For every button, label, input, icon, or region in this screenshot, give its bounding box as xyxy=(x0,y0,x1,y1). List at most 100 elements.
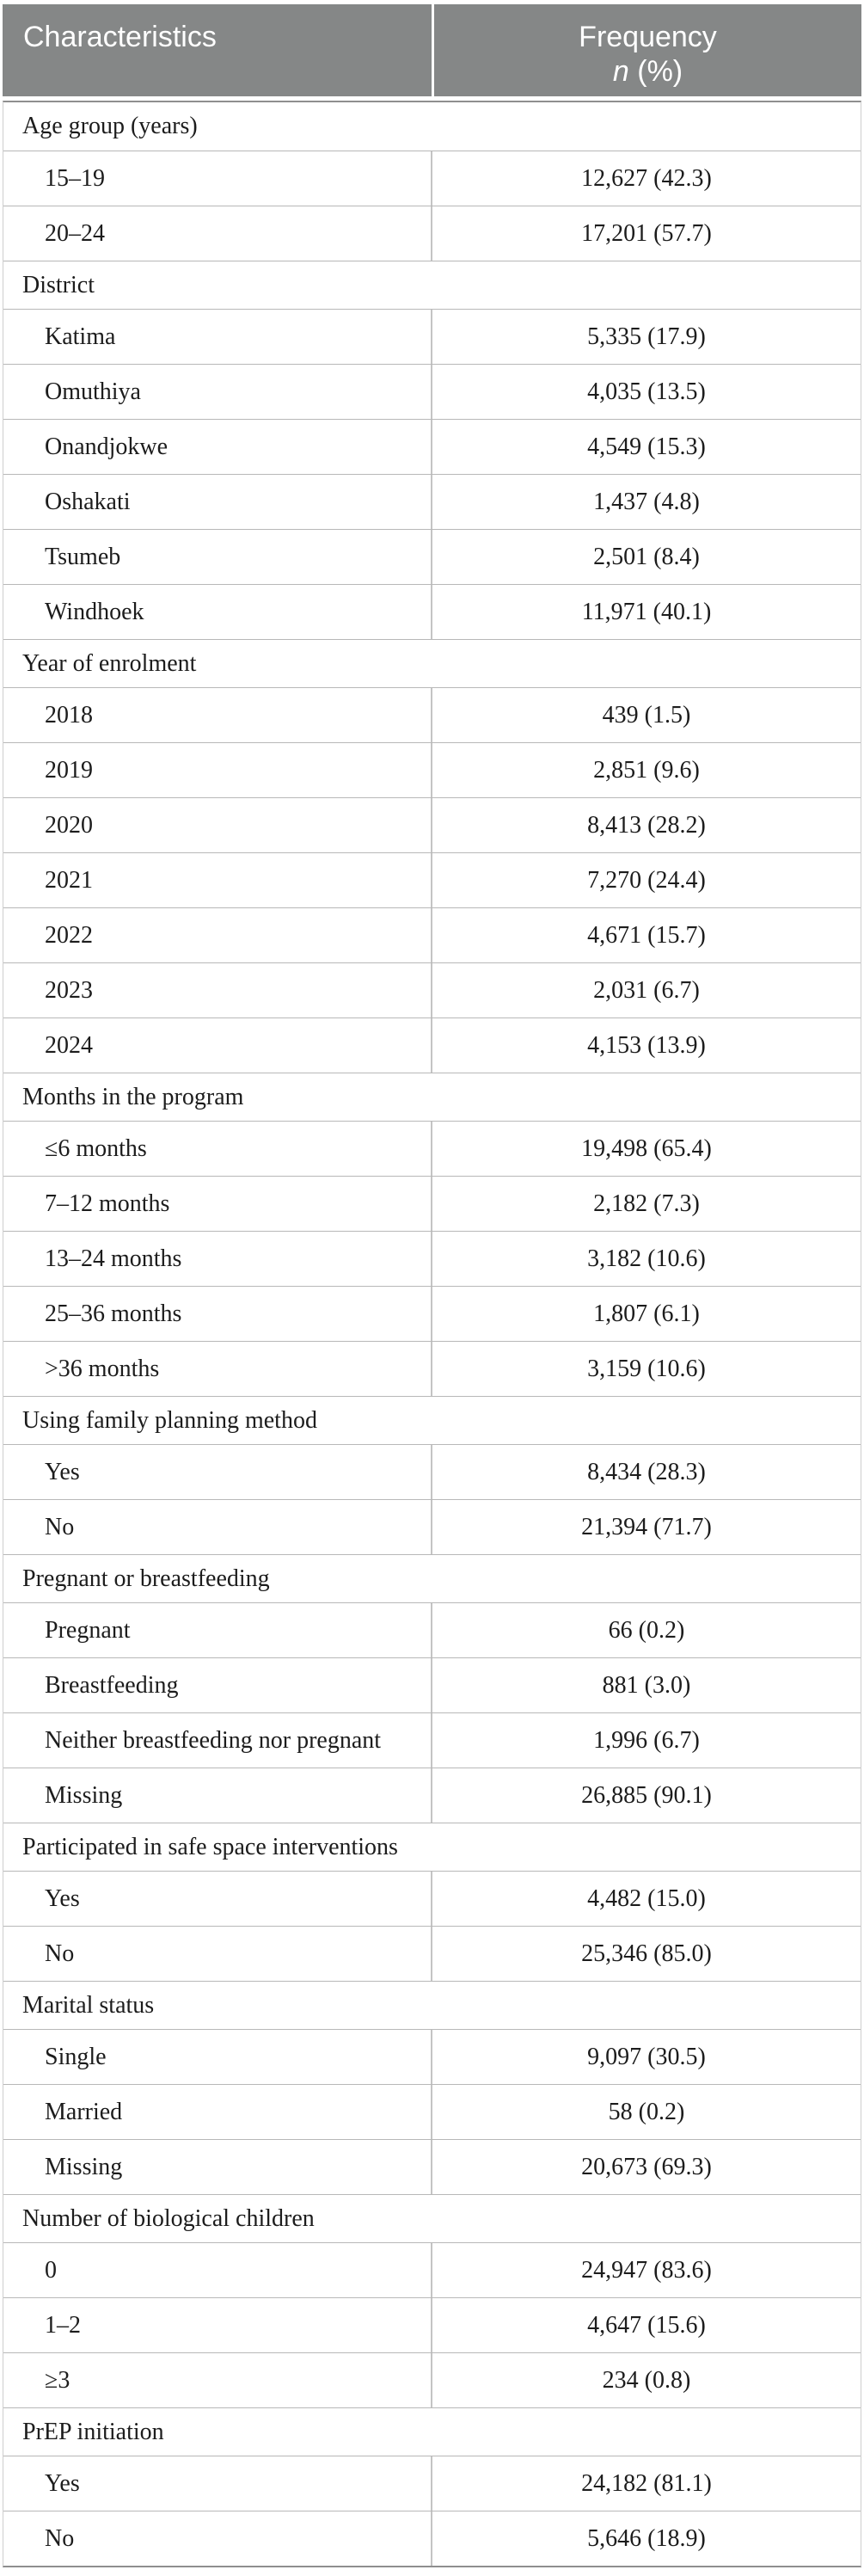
section-row: Months in the program xyxy=(3,1073,861,1121)
row-label: 2019 xyxy=(45,756,93,784)
table-row: Neither breastfeeding nor pregnant 1,996 … xyxy=(3,1712,861,1768)
row-value: 58 (0.2) xyxy=(431,2085,861,2139)
row-label: 15–19 xyxy=(45,164,105,192)
row-label: 2023 xyxy=(45,976,93,1004)
section-label: District xyxy=(22,271,95,298)
row-label: No xyxy=(45,2524,75,2552)
table-row: 25–36 months 1,807 (6.1) xyxy=(3,1286,861,1341)
row-label: 2018 xyxy=(45,701,93,729)
section-row: Marital status xyxy=(3,1981,861,2029)
table-row: Tsumeb 2,501 (8.4) xyxy=(3,529,861,584)
table-row: 7–12 months 2,182 (7.3) xyxy=(3,1176,861,1231)
row-value: 3,159 (10.6) xyxy=(431,1342,861,1396)
row-value: 12,627 (42.3) xyxy=(431,151,861,206)
section-label: Pregnant or breastfeeding xyxy=(22,1565,270,1592)
table-row: 15–19 12,627 (42.3) xyxy=(3,151,861,206)
row-value: 439 (1.5) xyxy=(431,688,861,742)
table-row: 2021 7,270 (24.4) xyxy=(3,852,861,907)
row-value: 24,947 (83.6) xyxy=(431,2243,861,2297)
table-row: Yes 8,434 (28.3) xyxy=(3,1444,861,1499)
row-value: 4,035 (13.5) xyxy=(431,365,861,419)
row-value: 1,437 (4.8) xyxy=(431,475,861,529)
row-value: 8,413 (28.2) xyxy=(431,798,861,852)
table-row: ≤6 months 19,498 (65.4) xyxy=(3,1121,861,1176)
table-header-row: Characteristics Frequency n (%) xyxy=(3,4,861,96)
section-row: PrEP initiation xyxy=(3,2407,861,2456)
table-row: Breastfeeding 881 (3.0) xyxy=(3,1657,861,1712)
header-characteristics-cell: Characteristics xyxy=(3,4,432,96)
table-row: 2018 439 (1.5) xyxy=(3,687,861,742)
table-row: 2022 4,671 (15.7) xyxy=(3,907,861,962)
row-value: 24,182 (81.1) xyxy=(431,2456,861,2511)
row-value: 11,971 (40.1) xyxy=(431,585,861,639)
header-n-percent-label: n (%) xyxy=(434,54,861,89)
row-value: 881 (3.0) xyxy=(431,1658,861,1712)
table-row: Single 9,097 (30.5) xyxy=(3,2029,861,2084)
row-label: Tsumeb xyxy=(45,543,121,570)
table-row: >36 months 3,159 (10.6) xyxy=(3,1341,861,1396)
table-row: 2024 4,153 (13.9) xyxy=(3,1017,861,1073)
row-label: Breastfeeding xyxy=(45,1671,179,1699)
section-row: Number of biological children xyxy=(3,2194,861,2242)
table-row: Married 58 (0.2) xyxy=(3,2084,861,2139)
row-value: 4,671 (15.7) xyxy=(431,908,861,962)
row-value: 8,434 (28.3) xyxy=(431,1445,861,1499)
row-value: 25,346 (85.0) xyxy=(431,1927,861,1981)
row-label: Missing xyxy=(45,2153,123,2180)
row-label: Oshakati xyxy=(45,488,131,515)
row-value: 9,097 (30.5) xyxy=(431,2030,861,2084)
row-value: 4,647 (15.6) xyxy=(431,2298,861,2352)
row-value: 19,498 (65.4) xyxy=(431,1122,861,1176)
row-value: 2,031 (6.7) xyxy=(431,963,861,1017)
section-label: Months in the program xyxy=(22,1083,244,1110)
row-value: 17,201 (57.7) xyxy=(431,206,861,261)
table-row: Omuthiya 4,035 (13.5) xyxy=(3,364,861,419)
table-row: 1–2 4,647 (15.6) xyxy=(3,2297,861,2352)
row-label: >36 months xyxy=(45,1355,160,1382)
table-row: Yes 24,182 (81.1) xyxy=(3,2456,861,2511)
row-label: 2024 xyxy=(45,1031,93,1059)
table-row: Yes 4,482 (15.0) xyxy=(3,1871,861,1926)
table-row: No 5,646 (18.9) xyxy=(3,2511,861,2566)
row-label: 1–2 xyxy=(45,2311,81,2339)
row-value: 234 (0.8) xyxy=(431,2353,861,2407)
row-label: 2021 xyxy=(45,866,93,894)
header-frequency-label: Frequency xyxy=(579,21,717,53)
row-value: 4,482 (15.0) xyxy=(431,1872,861,1926)
row-value: 4,153 (13.9) xyxy=(431,1018,861,1073)
table-row: 20–24 17,201 (57.7) xyxy=(3,206,861,261)
section-label: PrEP initiation xyxy=(22,2418,164,2445)
row-label: Pregnant xyxy=(45,1616,131,1644)
table-row: Missing 20,673 (69.3) xyxy=(3,2139,861,2194)
table-row: Pregnant 66 (0.2) xyxy=(3,1602,861,1657)
row-label: ≤6 months xyxy=(45,1134,147,1162)
section-row: Age group (years) xyxy=(3,102,861,151)
row-value: 20,673 (69.3) xyxy=(431,2140,861,2194)
row-label: No xyxy=(45,1513,75,1540)
row-label: ≥3 xyxy=(45,2366,70,2394)
table-row: 2020 8,413 (28.2) xyxy=(3,797,861,852)
table-row: 2019 2,851 (9.6) xyxy=(3,742,861,797)
row-value: 1,807 (6.1) xyxy=(431,1287,861,1341)
row-value: 5,646 (18.9) xyxy=(431,2511,861,2566)
row-label: Omuthiya xyxy=(45,378,141,405)
row-value: 26,885 (90.1) xyxy=(431,1768,861,1823)
section-row: Year of enrolment xyxy=(3,639,861,687)
table-row: Katima 5,335 (17.9) xyxy=(3,309,861,364)
table-row: 13–24 months 3,182 (10.6) xyxy=(3,1231,861,1286)
table-row: 0 24,947 (83.6) xyxy=(3,2242,861,2297)
row-label: Windhoek xyxy=(45,598,144,625)
table-row: Onandjokwe 4,549 (15.3) xyxy=(3,419,861,474)
row-value: 3,182 (10.6) xyxy=(431,1232,861,1286)
row-label: 2020 xyxy=(45,811,93,839)
table-row: Windhoek 11,971 (40.1) xyxy=(3,584,861,639)
table-row: Missing 26,885 (90.1) xyxy=(3,1768,861,1823)
table-body: Age group (years) 15–19 12,627 (42.3) 20–24… xyxy=(3,101,861,2567)
row-label: Neither breastfeeding nor pregnant xyxy=(45,1726,382,1754)
section-label: Number of biological children xyxy=(22,2204,315,2232)
row-value: 2,182 (7.3) xyxy=(431,1177,861,1231)
row-label: 25–36 months xyxy=(45,1300,182,1327)
table-row: No 21,394 (71.7) xyxy=(3,1499,861,1554)
row-value: 7,270 (24.4) xyxy=(431,853,861,907)
row-label: 2022 xyxy=(45,921,93,949)
